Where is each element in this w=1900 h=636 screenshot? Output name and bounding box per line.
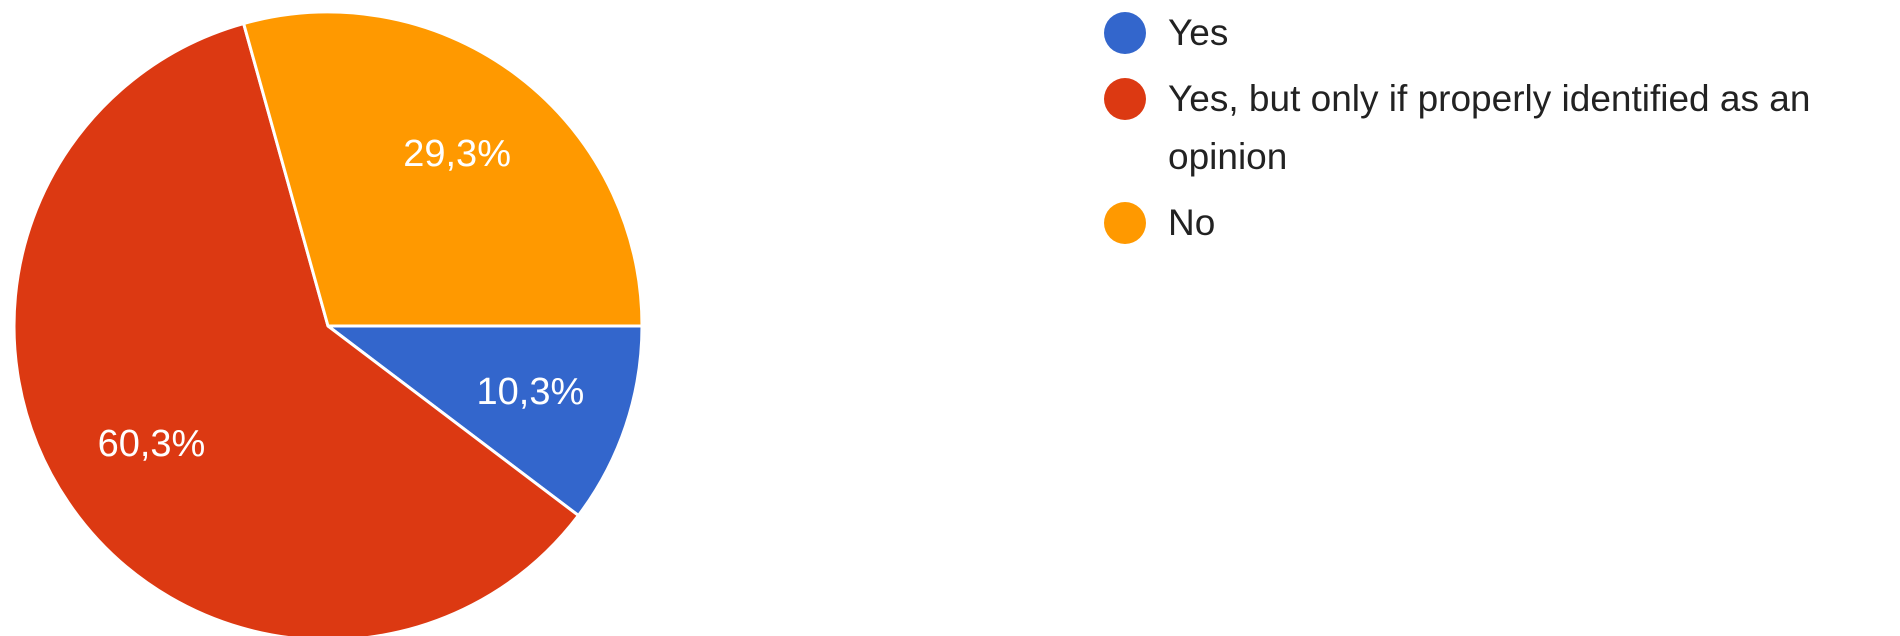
pie-slice-yes-if-opinion[interactable] [12,22,580,636]
legend-item-yes[interactable]: Yes [1104,8,1894,62]
legend-swatch-yes [1104,12,1146,54]
legend-item-no[interactable]: No [1104,198,1894,252]
pie-slice-label-yes-if-opinion: 60,3% [98,423,206,465]
legend: Yes Yes, but only if properly identified… [1104,8,1894,264]
legend-label-yes: Yes [1168,12,1229,53]
pie-slices [12,10,644,636]
pie-slice-yes[interactable] [326,324,644,517]
legend-label-yes-if-opinion: Yes, but only if properly identified as … [1168,78,1811,177]
pie-slice-no[interactable] [242,10,644,328]
legend-item-yes-if-opinion[interactable]: Yes, but only if properly identified as … [1104,74,1894,186]
legend-swatch-no [1104,202,1146,244]
legend-label-no: No [1168,202,1216,243]
pie-slice-label-yes: 10,3% [477,371,585,413]
pie-labels: 10,3% 60,3% 29,3% [98,133,585,465]
pie-slice-label-no: 29,3% [403,133,511,175]
legend-swatch-yes-if-opinion [1104,78,1146,120]
